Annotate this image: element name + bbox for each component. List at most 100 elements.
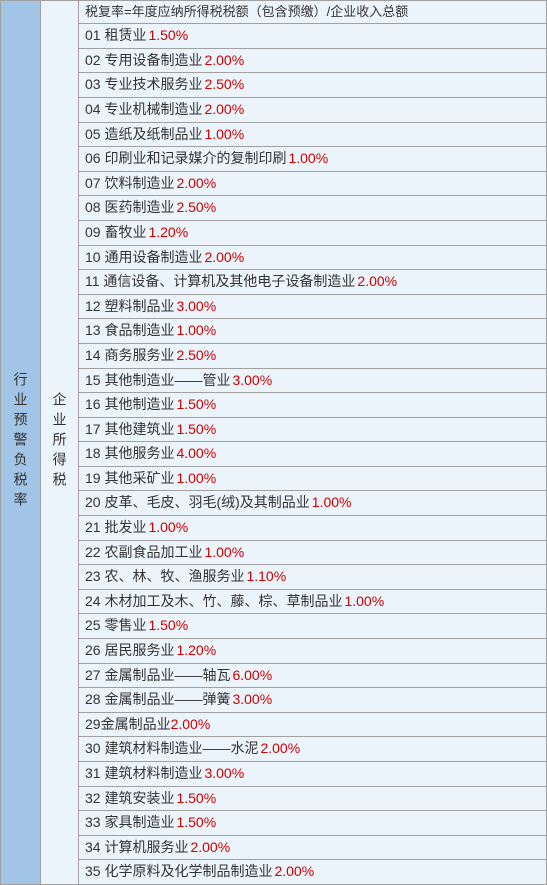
industry-name: 20 皮革、毛皮、羽毛(绒)及其制品业 [85, 493, 310, 513]
industry-name: 32 建筑安装业 [85, 789, 174, 809]
industry-name: 05 造纸及纸制品业 [85, 125, 202, 145]
industry-name: 31 建筑材料制造业 [85, 764, 202, 784]
industry-row: 17 其他建筑业 1.50% [79, 418, 546, 443]
industry-rate: 1.50% [176, 813, 216, 833]
industry-rate: 2.00% [171, 715, 211, 735]
industry-rate: 2.50% [176, 198, 216, 218]
industry-rate: 6.00% [232, 666, 272, 686]
industry-name: 24 木材加工及木、竹、藤、棕、草制品业 [85, 592, 342, 612]
industry-rate: 2.00% [204, 248, 244, 268]
industry-row: 15 其他制造业——管业 3.00% [79, 369, 546, 394]
industry-row: 35 化学原料及化学制品制造业 2.00% [79, 860, 546, 884]
industry-rate: 1.50% [176, 789, 216, 809]
industry-name: 18 其他服务业 [85, 444, 174, 464]
industry-rate: 2.50% [204, 75, 244, 95]
industry-rate: 1.00% [344, 592, 384, 612]
industry-name: 28 金属制品业——弹簧 [85, 690, 230, 710]
tax-rate-table: 行业预警负税率 企业所得税 税复率=年度应纳所得税税额（包含预缴）/企业收入总额… [0, 0, 547, 885]
industry-row: 01 租赁业 1.50% [79, 24, 546, 49]
industry-row: 23 农、林、牧、渔服务业 1.10% [79, 565, 546, 590]
industry-row: 02 专用设备制造业 2.00% [79, 49, 546, 74]
industry-rate: 1.00% [176, 469, 216, 489]
industry-row: 12 塑料制品业 3.00% [79, 295, 546, 320]
industry-name: 17 其他建筑业 [85, 420, 174, 440]
industry-name: 09 畜牧业 [85, 223, 146, 243]
industry-row: 04 专业机械制造业 2.00% [79, 98, 546, 123]
industry-rate: 1.00% [204, 125, 244, 145]
industry-rate: 1.00% [176, 321, 216, 341]
industry-name: 23 农、林、牧、渔服务业 [85, 567, 244, 587]
industry-row: 19 其他采矿业 1.00% [79, 467, 546, 492]
industry-row: 07 饮料制造业 2.00% [79, 172, 546, 197]
industry-name: 14 商务服务业 [85, 346, 174, 366]
industry-row: 09 畜牧业 1.20% [79, 221, 546, 246]
industry-row: 28 金属制品业——弹簧 3.00% [79, 688, 546, 713]
industry-row: 26 居民服务业 1.20% [79, 639, 546, 664]
industry-rate: 2.00% [274, 862, 314, 882]
industry-rate: 2.00% [190, 838, 230, 858]
industry-name: 07 饮料制造业 [85, 174, 174, 194]
industry-name: 06 印刷业和记录媒介的复制印刷 [85, 149, 286, 169]
industry-row: 10 通用设备制造业 2.00% [79, 246, 546, 271]
industry-name: 34 计算机服务业 [85, 838, 188, 858]
industry-name: 03 专业技术服务业 [85, 75, 202, 95]
industry-rate: 1.50% [176, 420, 216, 440]
industry-rate: 2.00% [176, 174, 216, 194]
industry-name: 29金属制品业 [85, 715, 171, 735]
industry-rate: 1.50% [148, 26, 188, 46]
industry-name: 02 专用设备制造业 [85, 51, 202, 71]
industry-name: 08 医药制造业 [85, 198, 174, 218]
industry-row: 33 家具制造业 1.50% [79, 811, 546, 836]
industry-row: 29金属制品业2.00% [79, 713, 546, 738]
industry-name: 10 通用设备制造业 [85, 248, 202, 268]
industry-rate: 1.10% [246, 567, 286, 587]
industry-name: 25 零售业 [85, 616, 146, 636]
industry-rows-column: 税复率=年度应纳所得税税额（包含预缴）/企业收入总额 01 租赁业 1.50%0… [79, 1, 546, 884]
industry-name: 13 食品制造业 [85, 321, 174, 341]
industry-rate: 2.00% [357, 272, 397, 292]
industry-row: 30 建筑材料制造业——水泥 2.00% [79, 737, 546, 762]
industry-row: 34 计算机服务业 2.00% [79, 836, 546, 861]
industry-row: 08 医药制造业 2.50% [79, 196, 546, 221]
industry-rate: 3.00% [176, 297, 216, 317]
industry-rate: 2.00% [204, 51, 244, 71]
industry-row: 21 批发业 1.00% [79, 516, 546, 541]
industry-rate: 2.00% [260, 739, 300, 759]
industry-row: 11 通信设备、计算机及其他电子设备制造业 2.00% [79, 270, 546, 295]
industry-name: 35 化学原料及化学制品制造业 [85, 862, 272, 882]
industry-rate: 1.20% [176, 641, 216, 661]
industry-rate: 3.00% [232, 371, 272, 391]
industry-row: 16 其他制造业 1.50% [79, 393, 546, 418]
industry-name: 01 租赁业 [85, 26, 146, 46]
industry-row: 32 建筑安装业 1.50% [79, 787, 546, 812]
formula-header: 税复率=年度应纳所得税税额（包含预缴）/企业收入总额 [79, 1, 546, 24]
industry-name: 04 专业机械制造业 [85, 100, 202, 120]
industry-rate: 4.00% [176, 444, 216, 464]
industry-rate: 3.00% [232, 690, 272, 710]
industry-row: 13 食品制造业 1.00% [79, 319, 546, 344]
industry-row: 20 皮革、毛皮、羽毛(绒)及其制品业 1.00% [79, 491, 546, 516]
industry-name: 27 金属制品业——轴瓦 [85, 666, 230, 686]
tax-type-column: 企业所得税 [41, 1, 79, 884]
industry-row: 24 木材加工及木、竹、藤、棕、草制品业 1.00% [79, 590, 546, 615]
industry-name: 11 通信设备、计算机及其他电子设备制造业 [85, 272, 355, 292]
industry-rate: 1.00% [312, 493, 352, 513]
industry-rate: 2.50% [176, 346, 216, 366]
industry-row: 27 金属制品业——轴瓦 6.00% [79, 664, 546, 689]
industry-rate: 2.00% [204, 100, 244, 120]
industry-name: 21 批发业 [85, 518, 146, 538]
industry-row: 03 专业技术服务业 2.50% [79, 73, 546, 98]
industry-row: 22 农副食品加工业 1.00% [79, 541, 546, 566]
industry-rate: 1.50% [148, 616, 188, 636]
industry-name: 33 家具制造业 [85, 813, 174, 833]
industry-rate: 3.00% [204, 764, 244, 784]
industry-name: 15 其他制造业——管业 [85, 371, 230, 391]
industry-row: 31 建筑材料制造业 3.00% [79, 762, 546, 787]
industry-name: 16 其他制造业 [85, 395, 174, 415]
industry-name: 19 其他采矿业 [85, 469, 174, 489]
industry-row: 06 印刷业和记录媒介的复制印刷 1.00% [79, 147, 546, 172]
industry-rate: 1.00% [148, 518, 188, 538]
industry-name: 12 塑料制品业 [85, 297, 174, 317]
industry-rate: 1.00% [288, 149, 328, 169]
industry-rate: 1.50% [176, 395, 216, 415]
